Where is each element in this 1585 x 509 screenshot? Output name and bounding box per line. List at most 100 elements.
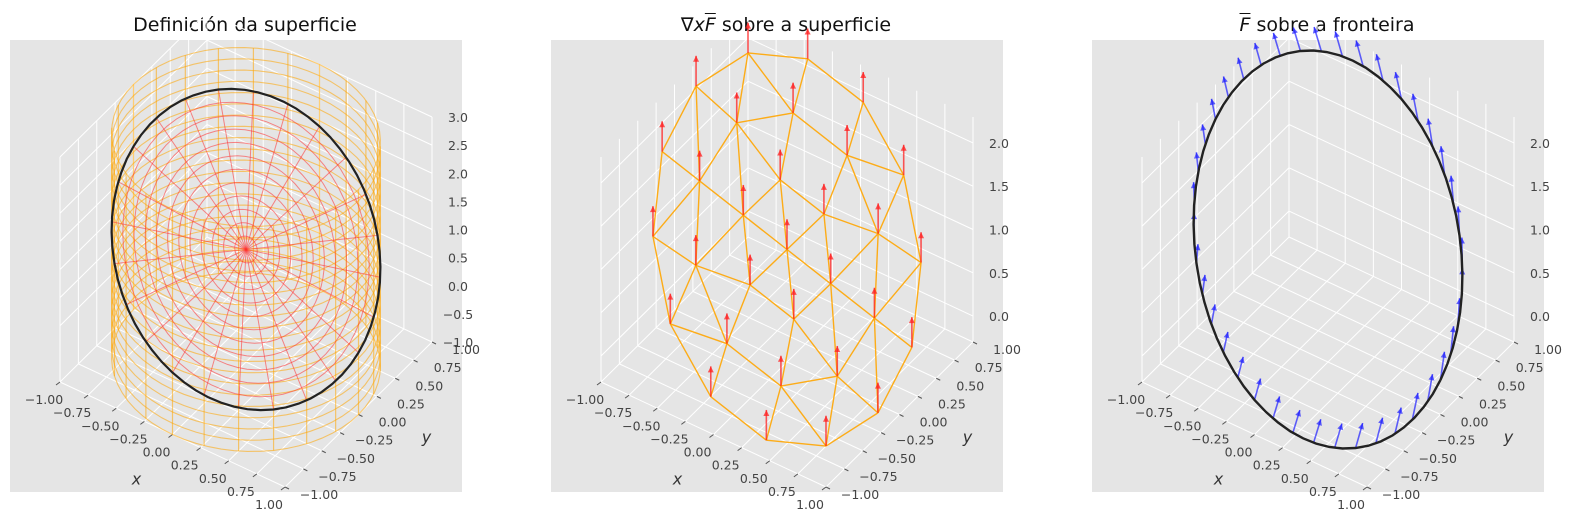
x-tick [737, 447, 742, 452]
y-tick-label: 0.75 [434, 360, 462, 375]
x-tick-label: 0.50 [740, 471, 768, 486]
surface-spoke [184, 98, 247, 250]
y-tick-label: −0.25 [1437, 433, 1475, 448]
surface-mesh-edge [873, 262, 922, 319]
field-vector-head [1292, 27, 1298, 35]
x-tick-label: −0.25 [650, 431, 688, 446]
boundary-curve [1192, 49, 1464, 450]
curl-vector-head [784, 219, 790, 226]
y-tick [376, 395, 382, 399]
y-tick-label: 0.25 [1479, 396, 1507, 411]
z-tick-label: 1.5 [989, 179, 1009, 194]
x-tick [1278, 447, 1283, 452]
x-tick-label: −1.00 [1107, 392, 1145, 407]
surface-mesh-edge [765, 385, 782, 441]
surface-mesh-edge [830, 283, 875, 319]
surface-spoke [245, 91, 254, 250]
x-tick [1222, 420, 1227, 425]
chart-3d-axes: −1.00−0.75−0.50−0.250.000.250.500.751.00… [551, 12, 1021, 509]
curl-vector-head [918, 232, 925, 239]
y-tick-label: −0.25 [355, 433, 393, 448]
y-tick [1385, 468, 1390, 472]
x-tick-label: 1.00 [255, 497, 283, 509]
y-tick-label: 0.25 [397, 396, 425, 411]
x-tick [596, 381, 602, 386]
z-tick-label: 1.0 [448, 223, 468, 238]
x-tick [1306, 460, 1312, 465]
z-tick-label: 0.0 [989, 309, 1009, 324]
field-vector-head [1448, 175, 1455, 182]
cylinder-ring [111, 170, 381, 351]
curl-vector-head [834, 345, 841, 352]
floor-grid-line [1282, 302, 1430, 448]
cylinder-ring [111, 103, 381, 284]
x-tick-label: −1.00 [25, 392, 63, 407]
x-tick [1137, 381, 1143, 386]
surface-mesh-edge [823, 155, 848, 215]
y-tick [899, 414, 904, 417]
floor-grid-line [151, 290, 378, 397]
surface-mesh-edge [652, 236, 671, 325]
x-tick [111, 407, 117, 412]
surface-spoke [145, 249, 247, 343]
field-vector-head [1272, 32, 1278, 40]
floor-grid-line [692, 290, 919, 397]
surface-mesh-edge [903, 174, 922, 263]
surface-mesh-edge [652, 235, 697, 266]
y-tick [936, 377, 941, 381]
y-tick-label: 0.25 [938, 396, 966, 411]
surface-mesh-edge [736, 52, 749, 123]
y-tick-label: 0.50 [956, 378, 984, 393]
panel-field-on-boundary: F sobre a fronteira −1.00 −0.75 −0.50 −0.25… [1092, 0, 1562, 509]
field-vector-head [1440, 351, 1447, 359]
floor-grid-line [769, 315, 918, 462]
surface-mesh-edge [780, 385, 827, 447]
x-tick-label: 0.00 [684, 445, 712, 460]
x-tick-label: −0.50 [81, 418, 119, 433]
x-tick [1165, 394, 1171, 399]
x-tick [224, 460, 230, 465]
x-axis-label: x [672, 470, 683, 489]
field-vector-head [1209, 98, 1216, 106]
chart-title: ∇xF sobre a superficie [551, 14, 1021, 36]
y-tick [358, 414, 363, 417]
surface-mesh-edge [742, 214, 788, 251]
surface-mesh-edge [786, 248, 832, 285]
x-tick [168, 434, 173, 438]
y-tick [1458, 395, 1464, 399]
x-tick [83, 394, 89, 399]
surface-mesh-edge [736, 122, 744, 216]
floor-grid-line [797, 328, 946, 475]
x-tick [1193, 407, 1199, 412]
curl-vector-head [790, 82, 797, 89]
side-grid-line [1141, 167, 1290, 314]
z-tick-label: 1.5 [448, 194, 468, 209]
z-tick-label: 0.5 [1530, 266, 1550, 281]
surface-mesh-edge [823, 213, 879, 235]
curl-vector-head [777, 149, 784, 156]
surface-mesh-edge [747, 52, 794, 114]
y-tick-label: 0.75 [975, 360, 1003, 375]
x-tick [280, 486, 286, 491]
curl-vector-head [649, 206, 656, 213]
x-tick-label: −0.25 [109, 431, 147, 446]
field-vector-head [1223, 331, 1230, 339]
curl-vector-head [900, 144, 907, 151]
title-vector-f: F [704, 14, 716, 36]
surface-mesh-edge [710, 343, 728, 397]
curl-vector-head [777, 355, 784, 362]
plot-background [1092, 40, 1544, 492]
field-vector-head [1393, 72, 1400, 79]
y-tick [825, 486, 831, 490]
cylinder-ring [111, 193, 381, 374]
y-tick [1403, 450, 1408, 454]
y-tick [1440, 414, 1445, 417]
cylinder-ring [111, 80, 381, 261]
x-tick [793, 473, 799, 478]
y-tick-label: −0.75 [1400, 469, 1438, 484]
y-tick [1366, 486, 1372, 490]
surface-spoke [245, 234, 378, 250]
y-axis-label: y [1503, 428, 1514, 447]
cylinder-ring [111, 260, 381, 441]
floor-grid-line [674, 309, 900, 415]
